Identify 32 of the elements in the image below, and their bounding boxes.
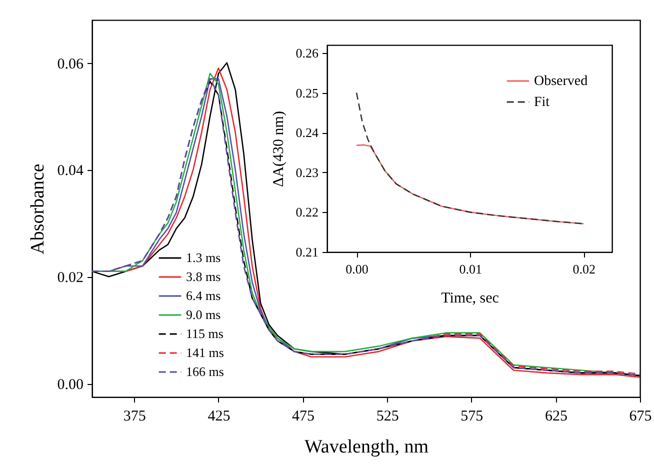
x-axis-title: Time, sec	[441, 290, 500, 306]
legend-label: Observed	[534, 74, 588, 89]
legend-label: 141 ms	[186, 345, 224, 360]
y-tick-label: 0.21	[296, 244, 318, 260]
y-tick-label: 0.04	[57, 163, 84, 180]
x-tick-label: 675	[629, 408, 652, 424]
legend-label: 1.3 ms	[186, 250, 221, 265]
y-tick-label: 0.26	[296, 45, 319, 60]
legend-label: 6.4 ms	[186, 288, 221, 303]
legend-label: Fit	[534, 95, 550, 110]
y-axis-title: ΔA(430 nm)	[270, 111, 287, 187]
y-tick-label: 0.23	[296, 164, 318, 180]
y-tick-label: 0.00	[57, 377, 84, 394]
y-tick-label: 0.25	[296, 85, 318, 100]
x-tick-label: 425	[208, 408, 230, 424]
y-tick-label: 0.24	[296, 125, 319, 140]
x-tick-label: 475	[292, 408, 315, 424]
legend-label: 3.8 ms	[186, 269, 221, 284]
legend-label: 115 ms	[186, 326, 224, 341]
y-axis-title: Absorbance	[27, 164, 48, 254]
x-tick-label: 0.02	[572, 262, 596, 276]
x-tick-label: 625	[544, 408, 568, 424]
legend-label: 9.0 ms	[186, 307, 221, 322]
x-tick-label: 525	[376, 408, 399, 424]
x-tick-label: 0.00	[346, 262, 368, 276]
y-tick-label: 0.22	[296, 204, 318, 220]
x-tick-label: 375	[123, 408, 146, 424]
x-tick-label: 0.01	[459, 262, 482, 276]
legend-label: 166 ms	[186, 364, 224, 379]
x-axis-title: Wavelength, nm	[304, 436, 429, 458]
y-tick-label: 0.06	[57, 56, 84, 72]
x-tick-label: 575	[460, 408, 484, 424]
